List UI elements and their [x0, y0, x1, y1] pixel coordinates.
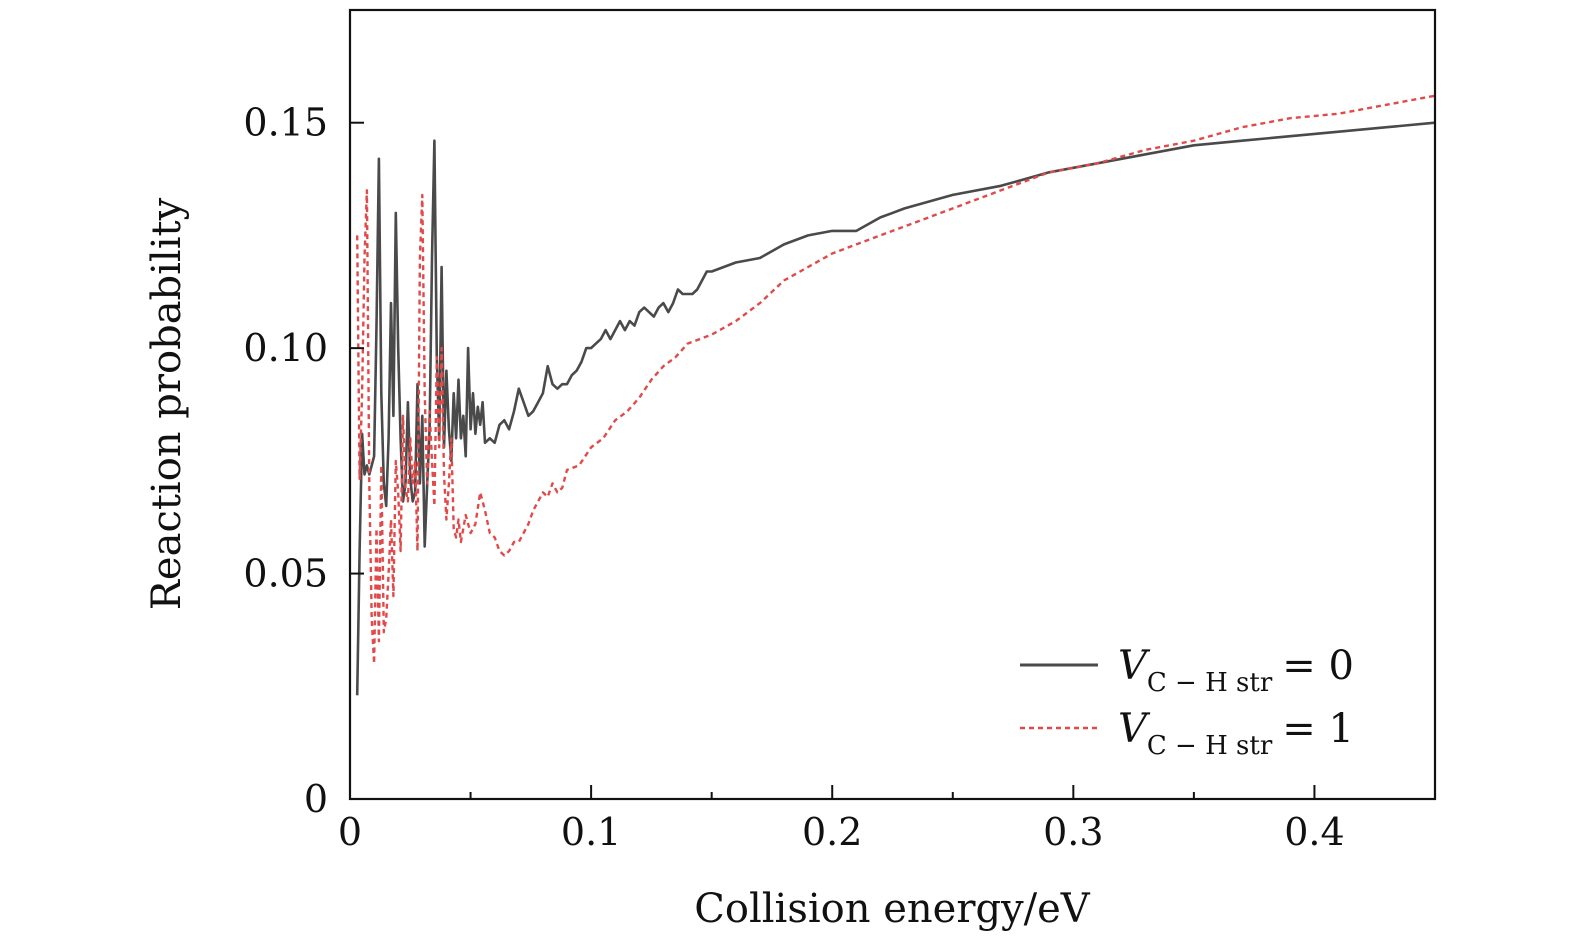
series-line-0	[355, 121, 1436, 696]
x-tick-label: 0.3	[1043, 810, 1103, 854]
x-tick-label: 0	[338, 810, 362, 854]
y-axis-title: Reaction probability	[144, 197, 190, 610]
y-tick-label: 0.15	[243, 101, 328, 145]
y-tick-label: 0.10	[243, 326, 328, 370]
x-axis-title: Collision energy/eV	[694, 886, 1091, 932]
tick-layer: 0 0.1 0.2 0.3 0.4 0 0.05 0.10 0.15	[243, 101, 1344, 854]
x-tick-label: 0.1	[561, 810, 621, 854]
legend-var-0: V	[1118, 643, 1151, 689]
y-tick-label: 0.05	[243, 552, 328, 596]
series-layer	[355, 94, 1436, 696]
legend-label-0: VC − H str = 0	[1118, 643, 1354, 698]
legend-rhs-1: = 1	[1282, 706, 1354, 752]
series-line-1	[356, 94, 1436, 665]
y-tick-label: 0	[304, 777, 328, 821]
x-tick-label: 0.2	[802, 810, 862, 854]
legend-label-1: VC − H str = 1	[1118, 706, 1354, 761]
plot-frame	[348, 8, 1437, 801]
x-tick-label: 0.4	[1284, 810, 1344, 854]
legend: VC − H str = 0 VC − H str = 1	[1020, 643, 1354, 761]
legend-var-1: V	[1118, 706, 1151, 752]
legend-rhs-0: = 0	[1282, 643, 1354, 689]
legend-sub-0: C − H str	[1147, 668, 1273, 698]
legend-sub-1: C − H str	[1147, 731, 1273, 761]
